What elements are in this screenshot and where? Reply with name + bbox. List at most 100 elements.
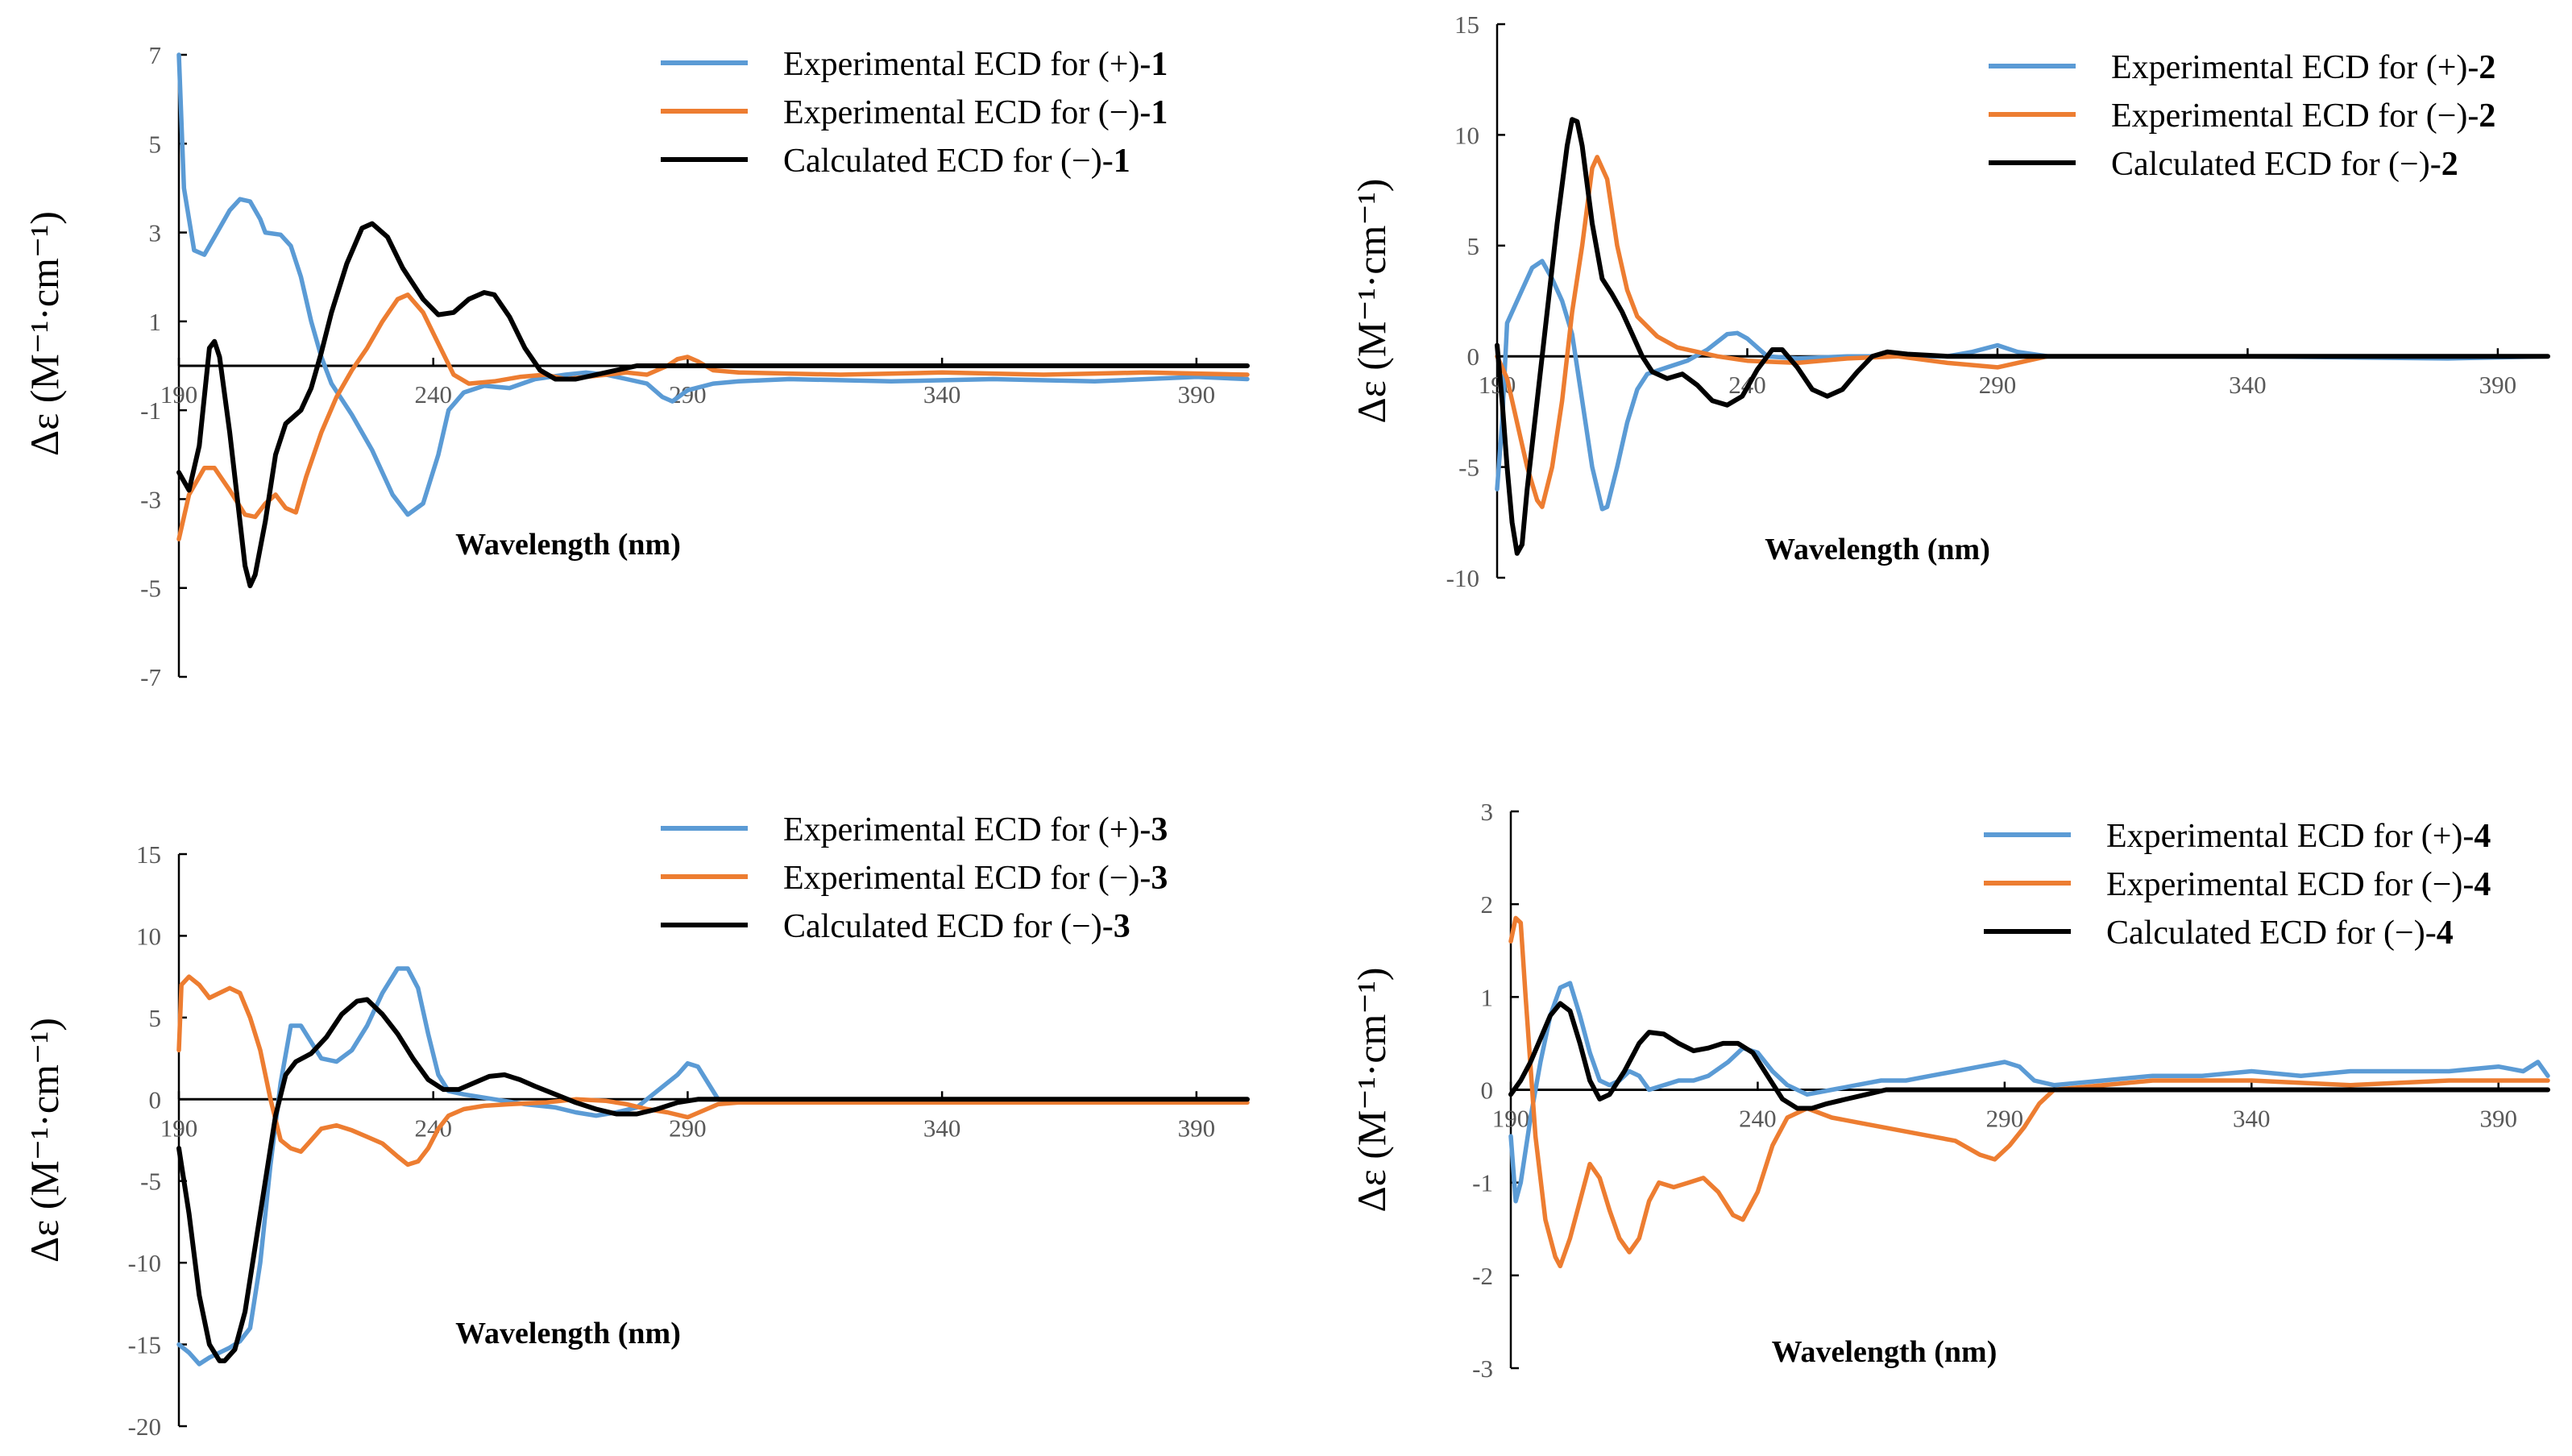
y-tick-label: 1 xyxy=(1481,983,1494,1011)
y-tick-label: 5 xyxy=(149,1004,162,1032)
y-tick-label: 10 xyxy=(136,922,161,950)
x-tick-label: 390 xyxy=(2479,1105,2517,1133)
legend-label: Experimental ECD for (−)-2 xyxy=(2111,97,2495,135)
x-tick-label: 290 xyxy=(1979,371,2017,399)
legend-text: Calculated ECD for (−)- xyxy=(2111,146,2441,183)
legend-compound-number: 4 xyxy=(2474,866,2491,903)
series-line-calc xyxy=(176,997,1250,1363)
legend-label: Experimental ECD for (+)-4 xyxy=(2106,818,2491,855)
x-tick-label: 340 xyxy=(2229,371,2267,399)
y-tick-label: -3 xyxy=(1472,1354,1493,1383)
series-line-exp-minus xyxy=(176,292,1250,541)
series-line-calc xyxy=(176,221,1250,588)
legend-text: Experimental ECD for (+)- xyxy=(2111,49,2479,86)
y-tick-label: -5 xyxy=(140,1168,161,1196)
y-tick-label: 7 xyxy=(149,41,162,69)
x-tick-label: 390 xyxy=(2479,371,2517,399)
y-axis-title: Δε (M⁻¹·cm⁻¹) xyxy=(22,211,67,456)
legend-text: Experimental ECD for (−)- xyxy=(2111,97,2479,135)
panel-4: -3 -2 -1 0 1 2 3 190 240 290 340 390 Experimental EC… xyxy=(1349,798,2550,1383)
y-tick-label: -1 xyxy=(140,396,161,425)
legend-label: Calculated ECD for (−)-2 xyxy=(2111,146,2458,183)
x-axis-title: Wavelength (nm) xyxy=(1765,533,1990,566)
y-tick-label: -5 xyxy=(1458,454,1479,482)
y-tick-label: -1 xyxy=(1472,1169,1493,1197)
x-tick-label: 190 xyxy=(1492,1105,1530,1133)
y-tick-label: 5 xyxy=(1467,232,1480,260)
y-tick-label: 15 xyxy=(1454,10,1479,39)
series-line-exp-minus xyxy=(1508,915,2550,1269)
legend-label: Experimental ECD for (−)-4 xyxy=(2106,866,2491,903)
legend-text: Calculated ECD for (−)- xyxy=(783,143,1114,180)
y-axis-title: Δε (M⁻¹·cm⁻¹) xyxy=(1349,968,1394,1213)
legend-label: Experimental ECD for (+)-3 xyxy=(783,811,1168,848)
y-tick-label: -7 xyxy=(140,663,161,691)
legend-compound-number: 2 xyxy=(2479,97,2495,135)
legend-compound-number: 2 xyxy=(2441,146,2458,183)
series-line-exp-plus xyxy=(176,966,1250,1367)
y-tick-label: -3 xyxy=(140,485,161,513)
legend-compound-number: 1 xyxy=(1151,94,1168,131)
legend-compound-number: 3 xyxy=(1151,860,1168,897)
x-axis-title: Wavelength (nm) xyxy=(1772,1335,1997,1369)
x-tick-label: 340 xyxy=(923,1114,961,1142)
legend-compound-number: 3 xyxy=(1114,908,1130,945)
x-tick-label: 340 xyxy=(2233,1105,2271,1133)
legend-text: Experimental ECD for (+)- xyxy=(2106,818,2474,855)
y-tick-label: 0 xyxy=(1481,1076,1494,1105)
legend-label: Experimental ECD for (−)-3 xyxy=(783,860,1168,897)
series-line-calc xyxy=(1495,117,2550,556)
y-tick-label: -20 xyxy=(128,1412,161,1441)
y-tick-label: 3 xyxy=(1481,798,1494,826)
legend-compound-number: 2 xyxy=(2479,49,2495,86)
legend-compound-number: 4 xyxy=(2474,818,2491,855)
legend-text: Calculated ECD for (−)- xyxy=(783,908,1114,945)
y-tick-label: -2 xyxy=(1472,1262,1493,1290)
y-tick-label: -15 xyxy=(128,1331,161,1359)
y-tick-label: 1 xyxy=(149,308,162,336)
y-tick-label: 10 xyxy=(1454,121,1479,149)
legend-compound-number: 1 xyxy=(1114,143,1130,180)
x-axis-title: Wavelength (nm) xyxy=(455,528,681,562)
y-axis-title: Δε (M⁻¹·cm⁻¹) xyxy=(22,1018,67,1263)
series-line-calc xyxy=(1508,1001,2550,1111)
legend-compound-number: 1 xyxy=(1151,46,1168,83)
series-line-exp-minus xyxy=(176,974,1250,1168)
x-tick-label: 190 xyxy=(160,1114,198,1142)
y-tick-label: 0 xyxy=(1467,342,1480,371)
legend-compound-number: 4 xyxy=(2437,915,2454,952)
y-tick-label: 15 xyxy=(136,840,161,869)
legend-text: Calculated ECD for (−)- xyxy=(2106,915,2437,952)
y-tick-label: 3 xyxy=(149,219,162,247)
series-line-exp-plus xyxy=(176,52,1250,517)
x-tick-label: 240 xyxy=(414,380,452,409)
legend-label: Experimental ECD for (+)-1 xyxy=(783,46,1168,83)
y-tick-label: 5 xyxy=(149,130,162,158)
y-tick-label: -10 xyxy=(128,1249,161,1277)
legend-label: Experimental ECD for (−)-1 xyxy=(783,94,1168,131)
legend-text: Experimental ECD for (+)- xyxy=(783,46,1151,83)
series-line-exp-plus xyxy=(1508,981,2550,1204)
legend-text: Experimental ECD for (−)- xyxy=(783,860,1151,897)
legend-text: Experimental ECD for (−)- xyxy=(2106,866,2474,903)
legend-label: Experimental ECD for (+)-2 xyxy=(2111,49,2495,86)
x-tick-label: 240 xyxy=(1739,1105,1777,1133)
x-tick-label: 290 xyxy=(1986,1105,2024,1133)
x-axis-title: Wavelength (nm) xyxy=(455,1317,681,1350)
y-tick-label: 2 xyxy=(1481,890,1494,919)
y-tick-label: -5 xyxy=(140,575,161,603)
legend-label: Calculated ECD for (−)-3 xyxy=(783,908,1130,945)
x-tick-label: 390 xyxy=(1178,1114,1216,1142)
legend-label: Calculated ECD for (−)-4 xyxy=(2106,915,2454,952)
legend-text: Experimental ECD for (+)- xyxy=(783,811,1151,848)
y-tick-label: -10 xyxy=(1446,564,1479,592)
x-tick-label: 390 xyxy=(1178,380,1216,409)
